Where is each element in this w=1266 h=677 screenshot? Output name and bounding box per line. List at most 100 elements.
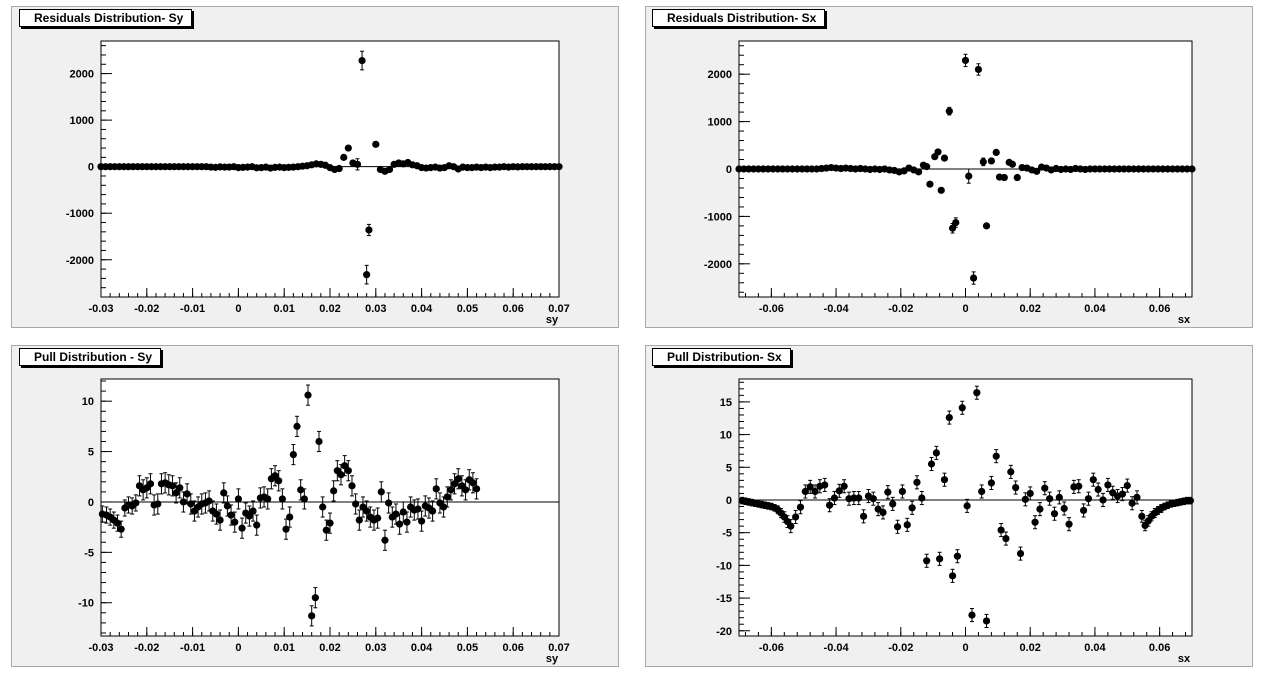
marker <box>348 482 356 490</box>
marker <box>948 572 957 580</box>
data-point <box>1021 492 1029 507</box>
x-tick-label: 0.06 <box>1149 642 1170 654</box>
marker <box>341 462 349 470</box>
marker <box>304 391 312 399</box>
data-point <box>205 490 213 512</box>
data-point <box>811 484 819 499</box>
marker <box>898 487 907 496</box>
marker <box>987 479 995 487</box>
x-tick-label: 0.02 <box>1020 303 1041 315</box>
data-point <box>923 553 931 568</box>
x-tick-label: 0.05 <box>457 642 478 654</box>
marker <box>987 157 995 165</box>
data-point <box>289 444 297 466</box>
marker <box>450 480 459 488</box>
y-tick-label: 5 <box>726 462 732 474</box>
y-tick-label: 5 <box>88 447 94 459</box>
data-point <box>1089 472 1097 487</box>
chart-title: Residuals Distribution- Sy <box>19 9 193 27</box>
data-point <box>1055 490 1063 505</box>
marker <box>353 160 362 168</box>
marker <box>1016 550 1025 558</box>
data-point <box>304 384 312 406</box>
x-tick-label: -0.01 <box>180 642 205 654</box>
data-point <box>1075 479 1083 494</box>
data-point <box>926 180 934 188</box>
x-tick-label: -0.02 <box>134 642 159 654</box>
marker <box>374 514 382 522</box>
marker <box>1104 481 1112 489</box>
marker <box>1186 497 1194 505</box>
data-point <box>403 511 411 533</box>
x-tick-label: -0.04 <box>824 303 850 315</box>
data-point <box>139 479 147 501</box>
marker <box>365 226 373 234</box>
data-point <box>264 488 272 510</box>
y-tick-label: -2000 <box>66 255 94 267</box>
marker <box>344 144 352 152</box>
marker <box>927 460 936 468</box>
marker <box>264 495 272 503</box>
data-point <box>835 483 843 498</box>
x-tick-label: 0.06 <box>1149 303 1170 315</box>
marker <box>275 477 283 485</box>
marker <box>286 513 294 521</box>
data-point <box>385 165 394 174</box>
data-point <box>936 551 944 566</box>
data-point <box>374 507 382 529</box>
marker <box>326 519 334 527</box>
data-point <box>1013 173 1021 182</box>
data-point <box>1007 464 1015 479</box>
marker <box>926 180 934 188</box>
data-point <box>978 484 986 499</box>
marker <box>982 222 991 230</box>
marker <box>322 526 330 534</box>
data-point <box>132 494 140 512</box>
marker <box>965 172 973 180</box>
data-point <box>358 50 366 71</box>
data-point <box>918 490 926 506</box>
marker <box>1133 493 1141 501</box>
data-point <box>992 449 1000 464</box>
data-point <box>447 479 455 501</box>
marker <box>220 489 228 497</box>
marker <box>879 508 887 517</box>
y-tick-label: -10 <box>78 598 94 610</box>
marker <box>443 493 451 501</box>
data-point <box>1099 492 1107 508</box>
marker <box>952 218 960 227</box>
y-tick-label: 10 <box>720 430 732 442</box>
data-point <box>253 514 261 536</box>
marker <box>132 499 140 507</box>
marker <box>974 65 983 74</box>
data-point <box>979 157 987 167</box>
data-point <box>908 500 916 515</box>
data-point <box>1080 503 1088 518</box>
data-point <box>987 475 995 491</box>
data-point <box>555 163 563 171</box>
y-tick-label: 2000 <box>708 69 732 81</box>
data-point <box>1026 486 1034 501</box>
marker <box>555 163 563 171</box>
marker <box>821 481 829 489</box>
marker <box>355 516 363 524</box>
data-point <box>801 484 809 499</box>
y-tick-label: -2000 <box>704 259 732 271</box>
marker <box>908 504 916 512</box>
y-tick-label: 0 <box>726 164 732 176</box>
marker <box>992 452 1000 460</box>
marker <box>238 524 246 532</box>
data-point <box>154 493 162 515</box>
marker <box>1050 510 1059 518</box>
marker <box>315 437 323 446</box>
y-tick-label: -10 <box>716 560 732 572</box>
marker <box>893 523 902 531</box>
data-point <box>982 613 991 628</box>
marker <box>1036 505 1044 513</box>
marker <box>231 518 239 526</box>
x-tick-label: 0.04 <box>1084 642 1106 654</box>
x-tick-label: 0.07 <box>548 642 569 654</box>
marker <box>1007 468 1015 476</box>
y-tick-label: 0 <box>88 497 94 509</box>
data-point <box>982 222 991 230</box>
